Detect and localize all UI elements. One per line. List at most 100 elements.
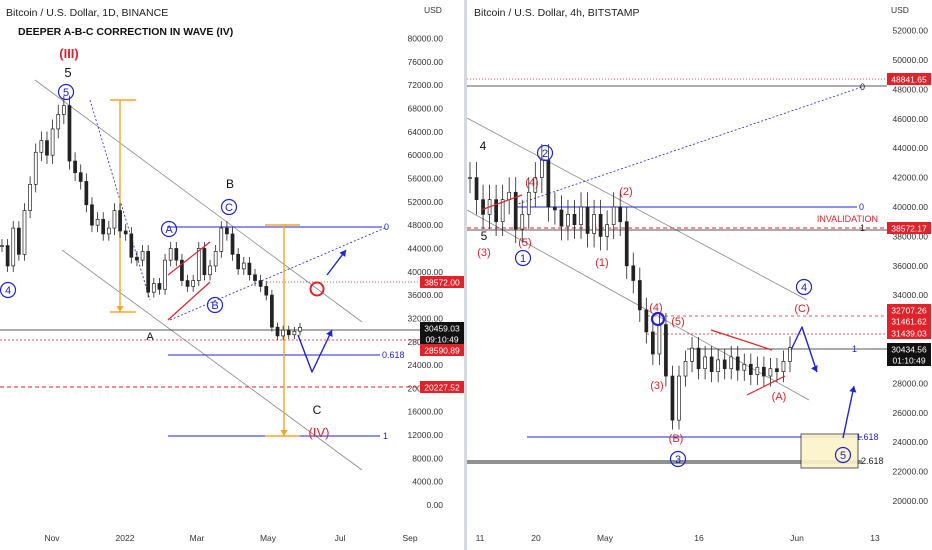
hourly-circle-4: 4 (801, 282, 807, 294)
daily-candle (174, 248, 179, 261)
daily-x-tick: Jul (335, 533, 346, 543)
daily-y-tick: 64000.00 (408, 127, 444, 137)
daily-x-tick: Sep (402, 533, 417, 543)
daily-candle (45, 140, 49, 156)
hourly-candle (742, 363, 747, 371)
panel-divider[interactable] (464, 0, 467, 550)
daily-chart-canvas[interactable]: 0.004000.008000.0012000.0016000.0020000.… (0, 0, 464, 550)
hourly-red-wave-4: (1) (595, 257, 608, 269)
hourly-candle (539, 159, 544, 178)
daily-currency-label: USD (424, 5, 442, 15)
daily-price-tag: 30459.03 (424, 324, 460, 334)
hourly-candle (572, 214, 577, 225)
hourly-candle (748, 363, 753, 375)
hourly-candle (631, 265, 636, 281)
daily-x-tick: 2022 (116, 533, 135, 543)
hourly-price-tag: 01:10:49 (892, 356, 925, 366)
daily-channel-lower (61, 249, 363, 471)
daily-candle (135, 256, 139, 261)
daily-y-tick: 8000.00 (412, 453, 443, 463)
hourly-circle-5: 5 (840, 450, 846, 462)
daily-wave-A: A (146, 331, 154, 343)
hourly-y-tick: 22000.00 (893, 467, 929, 477)
hourly-x-tick: 13 (870, 533, 880, 543)
daily-candle (50, 128, 55, 156)
daily-chart-title: Bitcoin / U.S. Dollar, 1D, BINANCE (6, 7, 169, 19)
daily-y-tick: 16000.00 (408, 407, 444, 417)
daily-candle (90, 204, 94, 226)
hourly-candle (637, 280, 642, 311)
hourly-candle (474, 177, 479, 201)
daily-circle-B-ring (206, 296, 224, 314)
hourly-candle (755, 366, 760, 375)
hourly-red-wave-5: (4) (649, 302, 662, 314)
hourly-projection-1 (790, 326, 818, 373)
daily-y-tick: 60000.00 (408, 150, 444, 160)
hourly-red-wave-6: (3) (650, 380, 663, 392)
daily-y-tick: 44000.00 (408, 243, 444, 253)
daily-price-tag: 38572.00 (424, 278, 460, 288)
hourly-circle-1: 1 (520, 253, 526, 265)
daily-candle (67, 105, 72, 162)
hourly-candle (768, 368, 773, 377)
daily-candle (202, 248, 207, 276)
daily-y-tick: 56000.00 (408, 174, 444, 184)
hourly-y-tick: 40000.00 (893, 202, 929, 212)
daily-circle-A-ring (160, 220, 178, 238)
daily-channel-upper (34, 79, 363, 323)
daily-price-tag-bg (420, 333, 464, 345)
hourly-price-tag: 48841.65 (891, 75, 927, 85)
hourly-candle (716, 359, 721, 372)
daily-chart-subtitle: DEEPER A-B-C CORRECTION IN WAVE (IV) (18, 26, 234, 38)
daily-candle (5, 245, 10, 267)
hourly-y-tick: 48000.00 (893, 84, 929, 94)
hourly-circle-2-ring (536, 144, 554, 162)
hourly-wave-4-black: 4 (480, 139, 487, 153)
hourly-red-wave-3: (2) (619, 186, 632, 198)
four-hour-chart-canvas[interactable]: 20000.00 22000.00 24000.00 26000.00 28000.00… (467, 0, 932, 550)
hourly-price-tag-bg (887, 222, 931, 234)
daily-y-tick: 4000.00 (412, 477, 443, 487)
hourly-candle (683, 361, 688, 377)
daily-candle (281, 329, 285, 337)
hourly-target-box (800, 433, 859, 469)
daily-candle (241, 262, 246, 270)
hourly-y-tick: 38000.00 (893, 231, 929, 241)
hourly-y-tick: 46000.00 (893, 114, 929, 124)
hourly-candle (494, 199, 498, 223)
hourly-candle (677, 375, 681, 421)
daily-x-tick: May (260, 533, 277, 543)
hourly-candle (624, 221, 629, 267)
daily-candle (225, 227, 229, 235)
hourly-red-wave-8: (A) (772, 391, 787, 403)
hourly-y-tick: 44000.00 (893, 143, 929, 153)
hourly-candle (722, 359, 727, 370)
hourly-candle (788, 347, 792, 362)
hourly-candle (513, 191, 518, 230)
hourly-price-tag-bg (887, 315, 931, 327)
hourly-candle (546, 159, 551, 208)
daily-candle (28, 184, 32, 211)
daily-circle-5: 5 (63, 87, 69, 99)
hourly-candle (566, 214, 570, 227)
daily-candle (118, 210, 122, 232)
daily-y-tick: 68000.00 (408, 104, 444, 114)
daily-candle (270, 294, 274, 328)
daily-candle (123, 230, 128, 235)
hourly-fib-label-1618: 1.618 (856, 432, 879, 442)
hourly-candle (729, 356, 734, 370)
daily-candle (39, 140, 44, 153)
daily-price-tag: 09:10:49 (425, 335, 458, 345)
hourly-candle (735, 356, 740, 371)
hourly-y-tick: 28000.00 (893, 378, 929, 388)
hourly-x-tick: 16 (694, 533, 704, 543)
hourly-candle (781, 361, 786, 372)
hourly-candle (533, 177, 538, 193)
daily-candle (73, 160, 77, 174)
daily-y-tick: 12000.00 (408, 430, 444, 440)
daily-price-tag: 28590.89 (424, 346, 460, 356)
daily-fib-label-0618: 0.618 (382, 350, 405, 360)
daily-candle (61, 105, 66, 115)
daily-price-tag-bg (420, 381, 464, 393)
